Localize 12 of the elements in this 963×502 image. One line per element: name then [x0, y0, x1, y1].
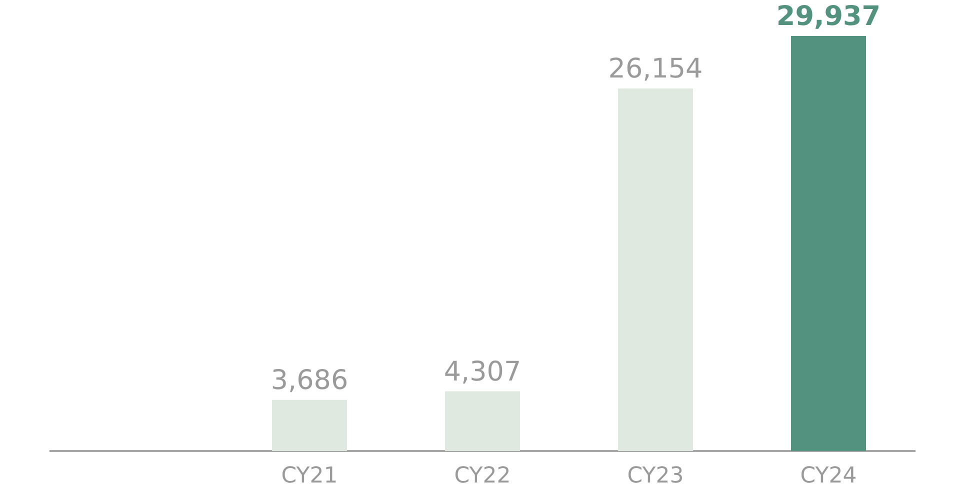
- data-label: 4,307: [444, 356, 522, 388]
- bar: [445, 391, 520, 451]
- data-label: 29,937: [776, 1, 881, 32]
- data-label: 3,686: [270, 364, 348, 396]
- data-label: 26,154: [608, 53, 703, 84]
- x-tick-label: CY22: [454, 464, 511, 488]
- bar: [618, 88, 693, 451]
- bar: [791, 36, 866, 451]
- x-tick-label: CY23: [627, 464, 684, 488]
- x-tick-label: CY24: [800, 464, 857, 488]
- bar: [272, 400, 347, 451]
- x-tick-label: CY21: [281, 464, 338, 488]
